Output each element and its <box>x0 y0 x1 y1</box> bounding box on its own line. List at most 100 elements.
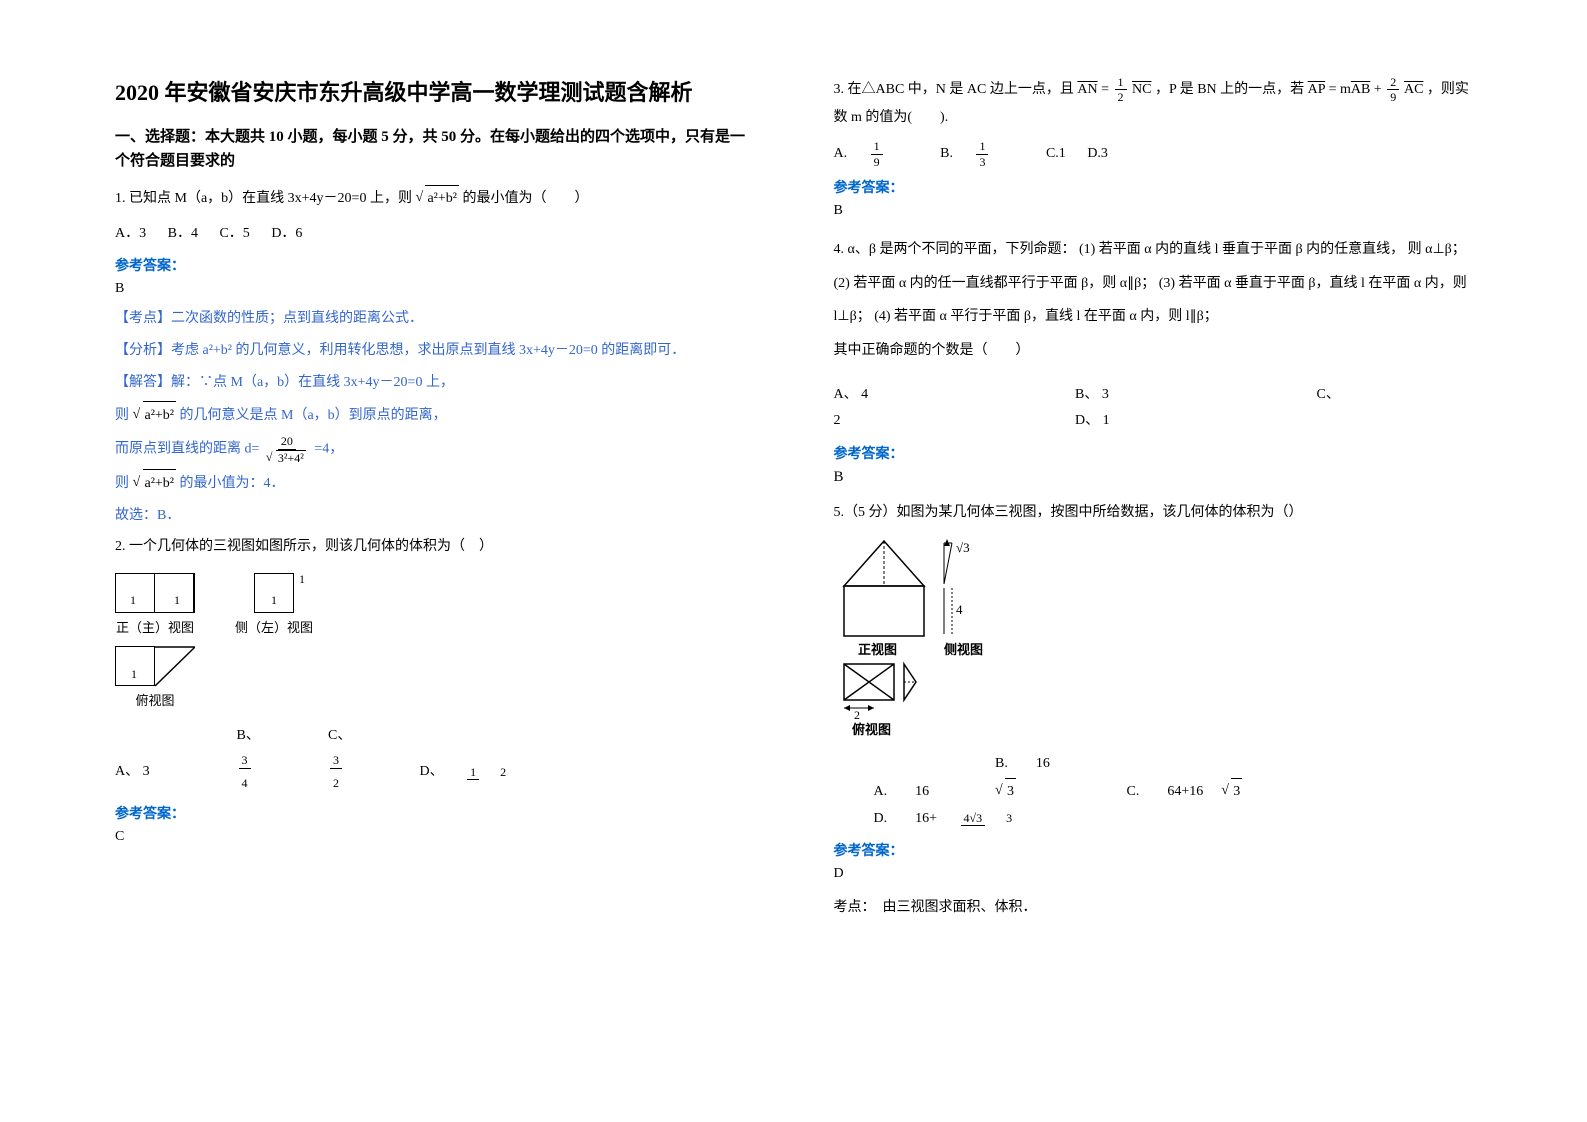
svg-text:俯视图: 俯视图 <box>852 722 891 736</box>
q2-c-den: 2 <box>330 776 342 790</box>
q5-opt-c: C. 64+163 <box>1127 778 1277 806</box>
q1-ex4-pre: 则 <box>115 408 129 423</box>
q2-side-label: 侧（左）视图 <box>235 617 313 636</box>
q3-pre: 3. 在△ABC 中，N 是 AC 边上一点，且 <box>834 82 1074 97</box>
q2-dim-1d: 1 <box>299 572 305 587</box>
q2-front-rect: 1 1 <box>115 573 195 613</box>
q2-front-label: 正（主）视图 <box>116 617 194 636</box>
q3-ap: AP <box>1308 82 1325 97</box>
q5-d-den: 3 <box>1003 811 1015 825</box>
q4-opt-d: D、 1 <box>1075 408 1110 435</box>
q5-opt-d: D. 16+ 4√33 <box>874 806 1052 833</box>
q2-answer-label: 参考答案： <box>115 803 754 823</box>
q4-opt-c: C、 <box>1317 382 1340 409</box>
q3-ab: AB <box>1351 82 1370 97</box>
q1-opt-b: B．4 <box>168 226 198 241</box>
q1-text: 1. 已知点 M（a，b）在直线 3x+4y－20=0 上，则 <box>115 191 412 206</box>
q2-opt-b: B、 34 <box>237 723 307 795</box>
q5-opt-a: A. 16 <box>874 779 974 806</box>
question-1: 1. 已知点 M（a，b）在直线 3x+4y－20=0 上，则 a²+b² 的最… <box>115 185 754 213</box>
q3-an2: 1 <box>871 139 883 154</box>
q2-b-den: 4 <box>239 776 251 790</box>
q5-diagram: √3 4 正视图 侧视图 2 俯视图 <box>834 536 1473 741</box>
q1-ex1: 【考点】二次函数的性质；点到直线的距离公式． <box>115 305 754 333</box>
q2-top-tri <box>115 646 195 688</box>
q4-pre: 4. α、β 是两个不同的平面，下列命题： <box>834 242 1076 257</box>
q2-top-view: 1 俯视图 <box>115 646 195 709</box>
q3-f2d: 9 <box>1387 90 1399 104</box>
q2-c-num: 3 <box>330 753 342 768</box>
q2-opt-c-pre: C、 <box>328 723 351 750</box>
q2-b-num: 3 <box>239 753 251 768</box>
q2-dim-1e: 1 <box>131 667 137 682</box>
q1-ex5-den-sqrt: 3²+4² <box>276 450 306 465</box>
q3-opt-a: A. 19 <box>834 146 923 161</box>
q1-ex5-pre: 而原点到直线的距离 d= <box>115 442 259 457</box>
q3-opts: A. 19 B. 13 C.1 D.3 <box>834 139 1473 169</box>
q2-dim-1a: 1 <box>130 593 136 608</box>
q1-opt-c: C．5 <box>219 226 249 241</box>
q4-p2: (2) 若平面 α 内的任一直线都平行于平面 β，则 α∥β； <box>834 276 1156 291</box>
question-2: 2. 一个几何体的三视图如图所示，则该几何体的体积为（ ） <box>115 534 754 561</box>
q1-opts: A．3 B．4 C．5 D．6 <box>115 221 754 248</box>
q5-b-pre: B. 16 <box>995 751 1050 778</box>
section-title: 一、选择题：本大题共 10 小题，每小题 5 分，共 50 分。在每小题给出的四… <box>115 125 754 173</box>
q1-ex4-sqrt: a²+b² <box>143 401 177 430</box>
q3-plus: + <box>1374 82 1385 97</box>
q1-opt-a: A．3 <box>115 226 146 241</box>
q3-b-pre: B. <box>940 146 953 161</box>
q4-p4: (4) 若平面 α 平行于平面 β，直线 l 在平面 α 内，则 l∥β； <box>874 309 1218 324</box>
svg-text:√3: √3 <box>956 540 970 555</box>
q5-b-sqrt: 3 <box>1005 778 1016 806</box>
q5-d-pre: D. 16+ <box>874 806 938 833</box>
q3-f1n: 1 <box>1115 75 1127 90</box>
q3-ac: AC <box>1404 82 1423 97</box>
question-3: 3. 在△ABC 中，N 是 AC 边上一点，且 AN = 12 NC ，P 是… <box>834 75 1473 131</box>
q2-dim-1b: 1 <box>174 593 180 608</box>
q5-ex1: 考点： 由三视图求面积、体积． <box>834 896 1473 916</box>
q4-answer: B <box>834 469 1473 486</box>
q5-svg: √3 4 正视图 侧视图 2 俯视图 <box>834 536 1044 736</box>
q4-opt-a: A、 4 <box>834 382 1054 409</box>
q1-ex4-tail: 的几何意义是点 M（a，b）到原点的距离， <box>180 408 447 423</box>
q4-p1: (1) 若平面 α 内的直线 l 垂直于平面 β 内的任意直线， <box>1079 242 1404 257</box>
q2-views: 1 1 正（主）视图 1 1 侧（左）视图 <box>115 573 754 709</box>
q1-ex5-tail: =4， <box>314 442 343 457</box>
q5-opts: A. 16 B. 163 C. 64+163 D. 16+ 4√33 <box>874 751 1473 832</box>
q2-opts: A、 3 B、 34 C、 32 D、 12 <box>115 723 754 795</box>
q5-opt-b: B. 163 <box>995 751 1105 805</box>
q1-answer: B <box>115 281 754 297</box>
q1-ex6-tail: 的最小值为：4． <box>180 476 285 491</box>
q1-ex2: 【分析】考虑 a²+b² 的几何意义，利用转化思想，求出原点到直线 3x+4y－… <box>115 337 754 365</box>
question-4: 4. α、β 是两个不同的平面，下列命题： (1) 若平面 α 内的直线 l 垂… <box>834 233 1473 367</box>
q5-c-pre: C. 64+16 <box>1127 779 1204 806</box>
q4-tail: 其中正确命题的个数是（ ） <box>834 334 1473 368</box>
q1-ex5-frac: 20 3²+4² <box>265 434 309 465</box>
q3-opt-c: C.1 <box>1046 146 1066 161</box>
q2-opt-d-pre: D、 <box>420 759 444 786</box>
q2-top-label: 俯视图 <box>135 690 174 709</box>
q3-answer: B <box>834 203 1473 219</box>
q3-answer-label: 参考答案： <box>834 177 1473 197</box>
q1-ex5-num: 20 <box>278 434 296 449</box>
q3-f2n: 2 <box>1387 75 1399 90</box>
q1-ex5: 而原点到直线的距离 d= 20 3²+4² =4， <box>115 434 754 465</box>
q3-bd: 3 <box>976 155 988 169</box>
q1-ex3: 【解答】解：∵点 M（a，b）在直线 3x+4y－20=0 上， <box>115 369 754 397</box>
q4-p1b: 则 α⊥β； <box>1408 242 1466 257</box>
q1-ex5-den: 3²+4² <box>265 450 309 465</box>
q1-sqrt: a²+b² <box>425 185 459 213</box>
q3-f1d: 2 <box>1115 90 1127 104</box>
q3-bn: 1 <box>976 139 988 154</box>
q1-tail: 的最小值为（ ） <box>462 191 588 206</box>
q3-ad: 9 <box>871 155 883 169</box>
q3-opt-b: B. 13 <box>940 146 1028 161</box>
svg-text:正视图: 正视图 <box>858 642 897 657</box>
q3-opt-d: D.3 <box>1087 146 1108 161</box>
q1-answer-label: 参考答案： <box>115 255 754 275</box>
q4-opt-c2: 2 <box>834 408 1054 435</box>
q2-opt-a: A、 3 <box>115 759 215 786</box>
q3-an: AN <box>1077 82 1097 97</box>
q1-ex6-pre: 则 <box>115 476 129 491</box>
q1-ex7: 故选：B． <box>115 502 754 530</box>
